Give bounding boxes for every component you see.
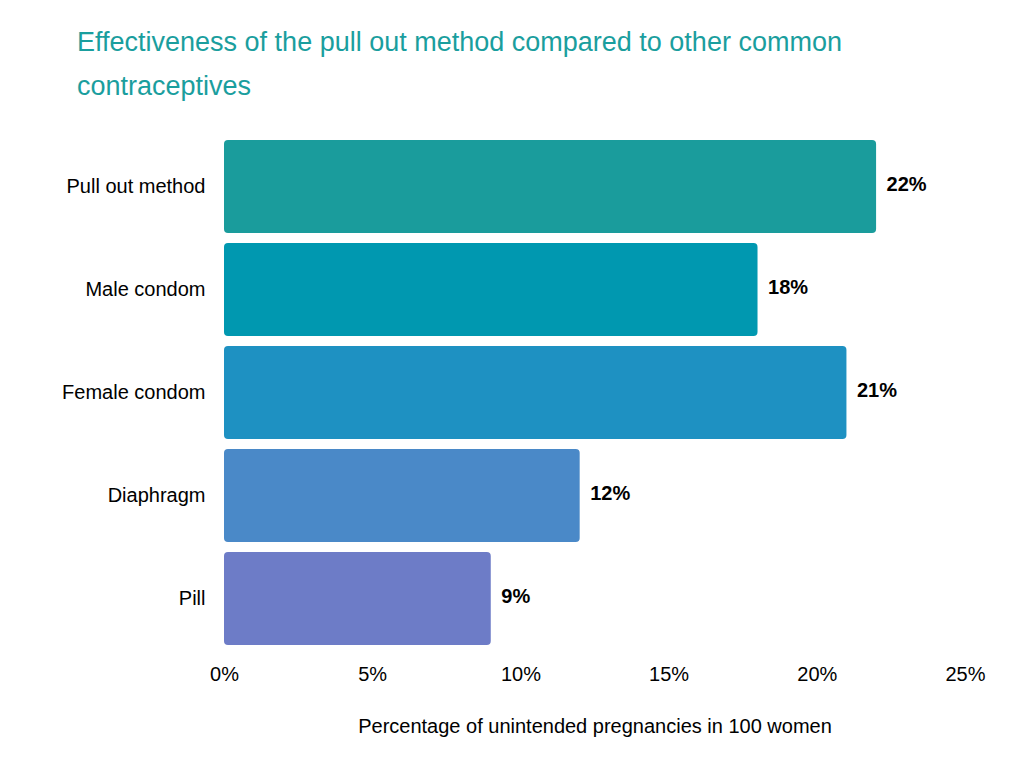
svg-text:5%: 5% — [358, 663, 387, 685]
svg-text:21%: 21% — [857, 379, 897, 401]
svg-text:Pull out method: Pull out method — [67, 175, 206, 197]
svg-text:10%: 10% — [501, 663, 541, 685]
svg-text:Pill: Pill — [179, 587, 206, 609]
svg-text:20%: 20% — [797, 663, 837, 685]
svg-text:25%: 25% — [945, 663, 985, 685]
svg-text:0%: 0% — [210, 663, 239, 685]
svg-text:9%: 9% — [501, 585, 530, 607]
svg-text:22%: 22% — [887, 173, 927, 195]
svg-text:12%: 12% — [590, 482, 630, 504]
svg-text:Percentage of unintended pregn: Percentage of unintended pregnancies in … — [358, 715, 832, 737]
svg-text:15%: 15% — [649, 663, 689, 685]
html-text:Effectiveness of the pull out: Effectiveness of the pull out method com… — [77, 27, 842, 101]
svg-text:18%: 18% — [768, 276, 808, 298]
svg-text:Diaphragm: Diaphragm — [108, 484, 206, 506]
svg-text:Male condom: Male condom — [85, 278, 205, 300]
svg-text:Female condom: Female condom — [62, 381, 205, 403]
